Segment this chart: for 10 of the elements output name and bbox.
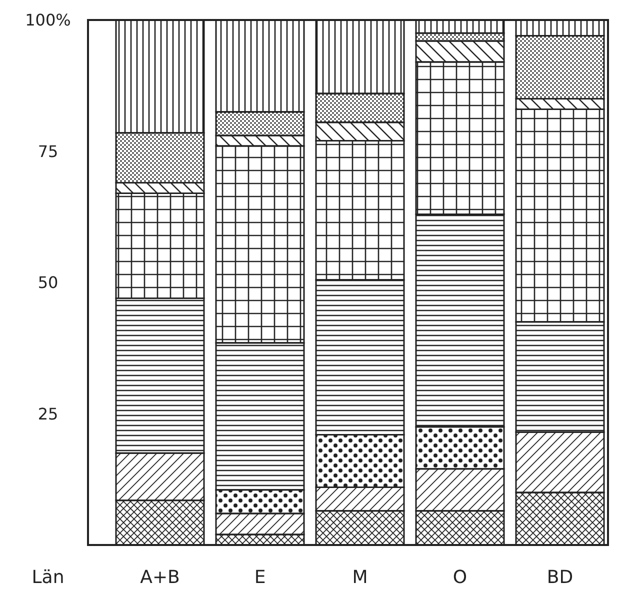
x-tick-label: O [452, 567, 468, 588]
x-tick-label: E [254, 567, 266, 588]
y-tick-label: 100% [25, 10, 71, 30]
y-tick-label: 25 [38, 404, 58, 424]
y-tick-label: 50 [38, 273, 58, 292]
x-axis-title: Län [32, 567, 64, 588]
x-tick-label: BD [546, 567, 574, 588]
x-tick-label: A+B [140, 567, 180, 588]
y-tick-label: 75 [38, 142, 58, 161]
x-tick-label: M [352, 567, 368, 588]
